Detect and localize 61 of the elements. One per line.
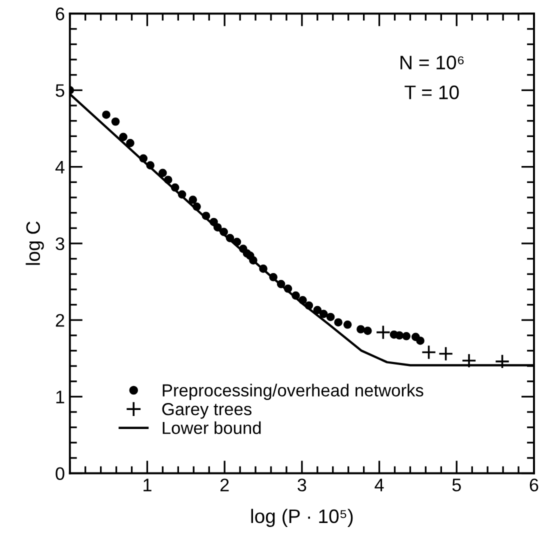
point bbox=[164, 176, 172, 184]
point bbox=[376, 324, 391, 340]
point bbox=[158, 168, 167, 178]
x-tick-label: 6 bbox=[530, 478, 538, 492]
point bbox=[111, 117, 120, 126]
point bbox=[146, 161, 154, 170]
x-tick-label: 2 bbox=[220, 478, 229, 492]
point bbox=[202, 212, 210, 220]
point bbox=[249, 256, 258, 264]
point bbox=[364, 326, 372, 335]
point bbox=[269, 272, 278, 282]
y-tick-label: 5 bbox=[56, 84, 64, 97]
point bbox=[139, 154, 148, 163]
x-tick-label: 5 bbox=[452, 478, 461, 492]
point bbox=[298, 296, 307, 304]
y-tick-label: 0 bbox=[56, 467, 64, 480]
point bbox=[402, 332, 411, 340]
point bbox=[334, 318, 342, 327]
point bbox=[213, 223, 222, 232]
point bbox=[170, 183, 180, 192]
y-tick-label: 3 bbox=[56, 237, 64, 250]
point bbox=[421, 344, 436, 360]
x-axis-title: log (P · 10⁵) bbox=[251, 508, 353, 527]
point bbox=[210, 218, 218, 226]
y-tick-label: 4 bbox=[55, 160, 64, 174]
x-tick-label: 1 bbox=[144, 478, 152, 492]
y-tick-label: 6 bbox=[56, 8, 64, 20]
point bbox=[119, 132, 128, 142]
point bbox=[319, 310, 328, 318]
point bbox=[192, 202, 201, 211]
point bbox=[462, 353, 477, 368]
point bbox=[178, 190, 186, 199]
annotation: T = 10 bbox=[404, 85, 459, 100]
point bbox=[292, 291, 300, 300]
point bbox=[188, 196, 198, 204]
point bbox=[494, 354, 510, 369]
x-tick-label: 4 bbox=[374, 478, 384, 492]
point bbox=[226, 234, 234, 242]
point bbox=[304, 301, 314, 310]
legend-label: Preprocessing/overhead networks bbox=[162, 384, 424, 400]
annotation: N = 10⁶ bbox=[400, 56, 464, 70]
point bbox=[220, 228, 228, 236]
point bbox=[326, 312, 335, 322]
point bbox=[313, 306, 322, 314]
point bbox=[438, 346, 454, 362]
y-tick-label: 1 bbox=[56, 390, 64, 404]
point bbox=[395, 331, 404, 340]
point bbox=[343, 320, 352, 329]
point bbox=[416, 336, 424, 345]
point bbox=[126, 138, 134, 148]
x-tick-label: 3 bbox=[298, 478, 306, 492]
y-axis-title: log C bbox=[26, 221, 44, 265]
point bbox=[276, 280, 286, 288]
legend-label: Garey trees bbox=[162, 403, 252, 419]
legend-label: Lower bound bbox=[162, 421, 261, 434]
point bbox=[232, 238, 242, 246]
point bbox=[259, 264, 268, 273]
point bbox=[284, 284, 292, 293]
y-tick-label: 2 bbox=[56, 314, 64, 327]
point bbox=[356, 325, 365, 334]
point bbox=[102, 110, 110, 119]
